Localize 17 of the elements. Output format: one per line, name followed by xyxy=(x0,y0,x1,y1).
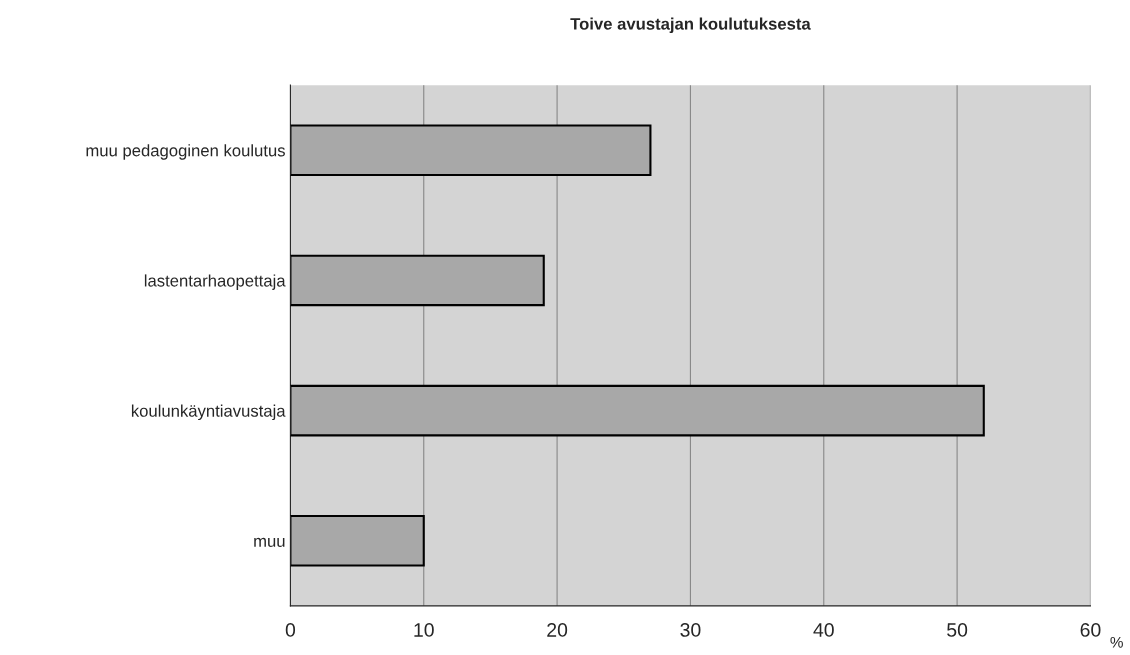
y-tick-label: koulunkäyntiavustaja xyxy=(131,404,286,421)
x-tick-label: 30 xyxy=(680,623,701,637)
y-tick-label: muu pedagoginen koulutus xyxy=(86,144,285,160)
bar xyxy=(290,515,425,567)
y-tick-label: lastentarhaopettaja xyxy=(144,274,286,290)
x-tick-label: 10 xyxy=(414,623,434,637)
x-tick-label: 60 xyxy=(1080,623,1101,637)
chart-title: Toive avustajan koulutuksesta xyxy=(570,17,811,34)
x-tick-label: 40 xyxy=(813,623,834,637)
bar xyxy=(290,124,652,177)
bar xyxy=(290,384,985,437)
x-tick-label: 0 xyxy=(285,623,296,637)
bar xyxy=(290,254,545,307)
y-tick-label: muu xyxy=(254,537,285,547)
x-axis-title: % xyxy=(1110,636,1123,648)
x-tick-label: 20 xyxy=(547,623,568,637)
x-tick-label: 50 xyxy=(947,623,968,637)
